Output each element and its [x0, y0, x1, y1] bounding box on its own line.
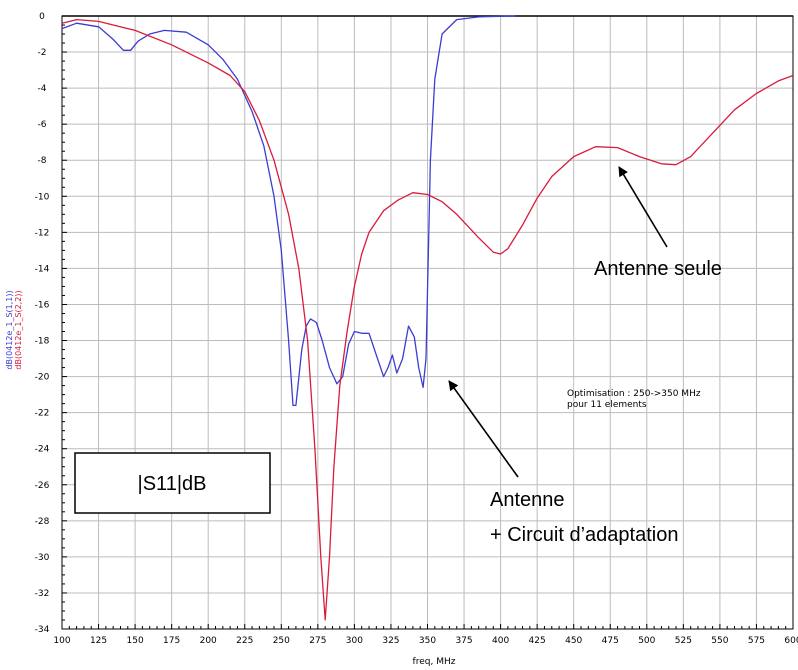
- y-tick-label: -32: [35, 589, 50, 599]
- y-axis-label-s22: dB(0412e_1_S(2,2)): [14, 290, 23, 369]
- s11-label-frame: [74, 452, 271, 514]
- label-circuit-adaptation: + Circuit d’adaptation: [490, 524, 678, 546]
- y-tick-label: -28: [35, 517, 50, 527]
- y-tick-labels: 0 -2 -4 -6 -8 -10 -12 -14 -16 -18 -20 -22 -24 -26 -28 -…: [35, 12, 50, 635]
- optimisation-line2: pour 11 elements: [567, 400, 647, 410]
- y-tick-label: -10: [35, 192, 50, 202]
- grid: [61, 15, 794, 630]
- y-tick-label: -34: [35, 625, 50, 635]
- annotation-antenne-seule: Antenne seule: [594, 166, 722, 280]
- x-tick-label: 375: [455, 636, 472, 646]
- x-tick-label: 500: [638, 636, 655, 646]
- label-antenne-seule: Antenne seule: [594, 258, 722, 280]
- arrow-antenne-seule: [618, 166, 668, 248]
- x-tick-label: 450: [565, 636, 582, 646]
- x-tick-label: 475: [602, 636, 619, 646]
- optimisation-line1: Optimisation : 250->350 MHz: [567, 389, 701, 399]
- y-tick-label: -8: [38, 156, 47, 166]
- x-tick-labels: 100 125 150 175 200 225 250 275 300 325 350 375 400 4…: [53, 636, 798, 646]
- series-line-s11: [61, 15, 516, 407]
- x-tick-label: 575: [748, 636, 765, 646]
- y-tick-label: -4: [38, 84, 47, 94]
- x-tick-label: 125: [90, 636, 107, 646]
- label-antenne: Antenne: [490, 489, 565, 511]
- series-line-s22: [61, 18, 794, 621]
- s11-label: |S11|dB: [138, 473, 207, 495]
- y-tick-label: -14: [35, 264, 50, 274]
- x-tick-label: 275: [309, 636, 326, 646]
- series-layer: [61, 15, 794, 621]
- y-tick-label: -30: [35, 553, 50, 563]
- s11-label-box: |S11|dB: [74, 452, 271, 514]
- y-tick-label: -6: [38, 120, 47, 130]
- y-tick-label: -22: [35, 409, 50, 419]
- y-tick-label: 0: [39, 12, 45, 22]
- y-axis-label-s11: dB(0412e_1_S(1,1)): [5, 290, 14, 369]
- x-tick-label: 550: [711, 636, 728, 646]
- x-tick-label: 325: [382, 636, 399, 646]
- y-tick-label: -18: [35, 337, 50, 347]
- y-tick-label: -26: [35, 481, 50, 491]
- x-tick-label: 225: [236, 636, 253, 646]
- x-tick-label: 250: [273, 636, 290, 646]
- x-tick-label: 175: [163, 636, 180, 646]
- x-tick-label: 300: [346, 636, 363, 646]
- x-axis-label: freq, MHz: [413, 657, 456, 667]
- y-tick-label: -16: [35, 300, 50, 310]
- arrow-antenne-circuit: [448, 380, 519, 478]
- x-tick-label: 425: [529, 636, 546, 646]
- annotation-optimisation: Optimisation : 250->350 MHz pour 11 elem…: [567, 389, 701, 410]
- x-tick-label: 400: [492, 636, 509, 646]
- x-tick-label: 525: [675, 636, 692, 646]
- y-tick-label: -2: [38, 48, 47, 58]
- y-tick-label: -24: [35, 445, 50, 455]
- y-tick-label: -12: [35, 228, 50, 238]
- x-tick-label: 600: [784, 636, 798, 646]
- annotation-antenne-circuit: Antenne + Circuit d’adaptation: [448, 380, 678, 546]
- x-tick-label: 150: [127, 636, 144, 646]
- y-tick-label: -20: [35, 373, 50, 383]
- x-tick-label: 100: [53, 636, 70, 646]
- x-tick-label: 350: [419, 636, 436, 646]
- x-tick-label: 200: [200, 636, 217, 646]
- minor-ticks: [61, 15, 794, 630]
